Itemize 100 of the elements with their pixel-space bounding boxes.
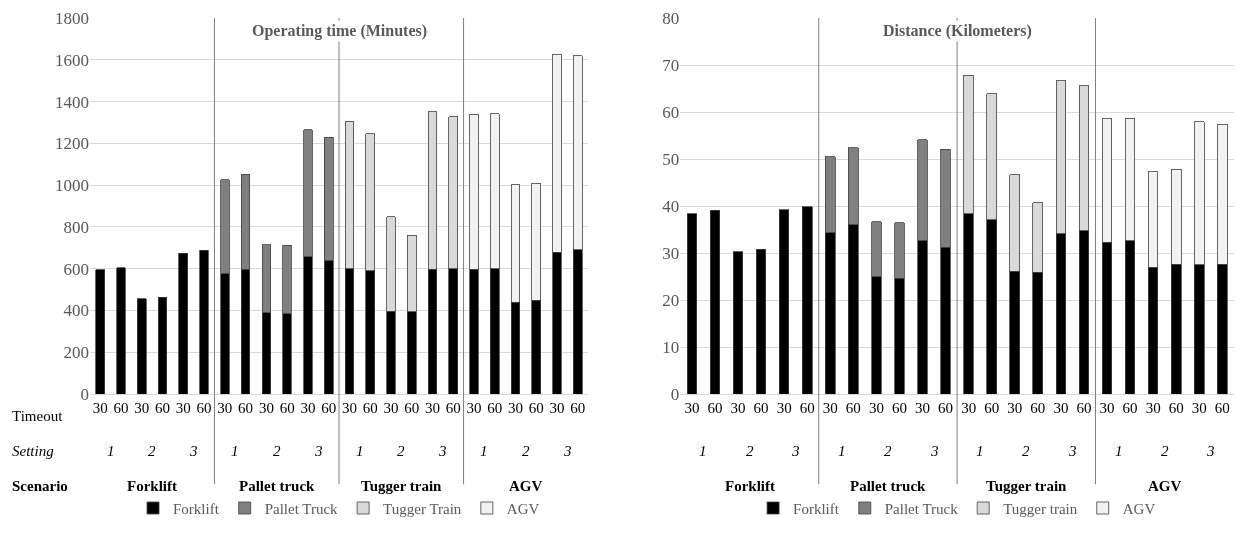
y-tick-label: 10 — [662, 337, 680, 357]
x-tick-label: 60 — [1122, 400, 1138, 416]
x-tick-label: 30 — [1007, 400, 1023, 416]
y-tick-label: 1200 — [54, 134, 89, 154]
x-tick-label: 30 — [217, 400, 233, 416]
text: 3 — [563, 443, 572, 459]
text: 2 — [522, 443, 530, 459]
text: 1 — [976, 443, 984, 459]
bar — [178, 252, 189, 394]
text: 1 — [356, 443, 364, 459]
x-tick-label: 60 — [984, 400, 1000, 416]
text: 2 — [397, 443, 405, 459]
y-tick-label: 400 — [63, 301, 89, 321]
y-tick-label: 60 — [662, 102, 680, 122]
bar — [116, 267, 126, 394]
text: 1 — [107, 443, 115, 459]
text: 2 — [273, 443, 281, 459]
legend-label: Tugger Train — [383, 500, 462, 517]
text: 2 — [148, 443, 156, 459]
x-tick-label: 30 — [383, 400, 399, 416]
x-tick-label: 30 — [868, 400, 884, 416]
text: Tugger train — [361, 478, 443, 494]
bar — [137, 298, 147, 394]
y-tick-label: 30 — [662, 243, 680, 263]
x-tick-label: 60 — [753, 400, 769, 416]
text: 3 — [314, 443, 323, 459]
x-tick-label: 30 — [776, 400, 792, 416]
text: Pallet truck — [850, 478, 927, 494]
y-tick-label: 1400 — [54, 92, 89, 112]
x-tick-label: 60 — [321, 400, 337, 416]
text: Tugger train — [986, 478, 1068, 494]
x-tick-label: 30 — [1145, 400, 1161, 416]
legend-label: AGV — [1122, 500, 1156, 517]
x-tick-label: 60 — [707, 400, 723, 416]
text: AGV — [1148, 478, 1182, 494]
y-tick-label: 1800 — [54, 8, 89, 28]
text: 3 — [1068, 443, 1077, 459]
x-tick-label: 60 — [1168, 400, 1184, 416]
y-tick-label: 40 — [662, 196, 680, 216]
legend-label: Forklift — [793, 500, 840, 517]
x-tick-label: 30 — [507, 400, 523, 416]
x-tick-label: 30 — [134, 400, 150, 416]
bar — [199, 249, 209, 394]
text: 2 — [1161, 443, 1169, 459]
text: 2 — [884, 443, 892, 459]
bar — [801, 206, 813, 394]
y-tick-label: 20 — [662, 290, 680, 310]
x-tick-label: 30 — [1099, 400, 1115, 416]
y-tick-label: 600 — [63, 259, 89, 279]
x-tick-label: 60 — [155, 400, 171, 416]
x-tick-label: 60 — [196, 400, 212, 416]
x-tick-label: 30 — [915, 400, 931, 416]
text: 1 — [1115, 443, 1123, 459]
legend-label: AGV — [506, 500, 540, 517]
y-tick-label: 800 — [63, 217, 89, 237]
text: 2 — [746, 443, 754, 459]
y-tick-label: 80 — [662, 8, 680, 28]
text: Scenario — [12, 478, 68, 494]
x-tick-label: 30 — [1191, 400, 1207, 416]
x-tick-label: 30 — [684, 400, 700, 416]
x-tick-label: 30 — [341, 400, 357, 416]
legend-label: Forklift — [173, 500, 220, 517]
x-tick-label: 60 — [279, 400, 295, 416]
text: 2 — [1022, 443, 1030, 459]
bar — [755, 248, 767, 394]
bar — [709, 209, 721, 394]
text: 3 — [438, 443, 447, 459]
x-tick-label: 60 — [938, 400, 954, 416]
x-tick-label: 60 — [445, 400, 461, 416]
text: 1 — [231, 443, 239, 459]
bar — [686, 213, 698, 394]
text: Pallet truck — [239, 478, 316, 494]
chart-title: Operating time (Minutes) — [252, 22, 428, 40]
chart-title: Distance (Kilometers) — [883, 22, 1032, 40]
legend-label: Tugger train — [1003, 500, 1078, 517]
y-tick-label: 1000 — [54, 176, 89, 196]
text: 3 — [930, 443, 939, 459]
x-tick-label: 30 — [424, 400, 440, 416]
x-tick-label: 60 — [799, 400, 815, 416]
legend-label: Pallet Truck — [884, 500, 959, 517]
x-tick-label: 30 — [300, 400, 316, 416]
y-tick-label: 1600 — [54, 50, 89, 70]
x-tick-label: 30 — [175, 400, 191, 416]
text: 3 — [1206, 443, 1215, 459]
y-tick-label: 200 — [63, 343, 89, 363]
y-tick-label: 50 — [662, 149, 680, 169]
x-tick-label: 30 — [466, 400, 482, 416]
text: 1 — [838, 443, 846, 459]
x-tick-label: 30 — [822, 400, 838, 416]
x-tick-label: 30 — [1053, 400, 1069, 416]
text: 1 — [699, 443, 707, 459]
text: 3 — [791, 443, 800, 459]
x-tick-label: 30 — [730, 400, 746, 416]
bar — [95, 269, 106, 394]
text: 1 — [480, 443, 488, 459]
x-tick-label: 60 — [362, 400, 378, 416]
y-tick-label: 0 — [670, 384, 680, 404]
bar — [157, 297, 168, 394]
x-tick-label: 30 — [258, 400, 274, 416]
x-tick-label: 60 — [1030, 400, 1046, 416]
